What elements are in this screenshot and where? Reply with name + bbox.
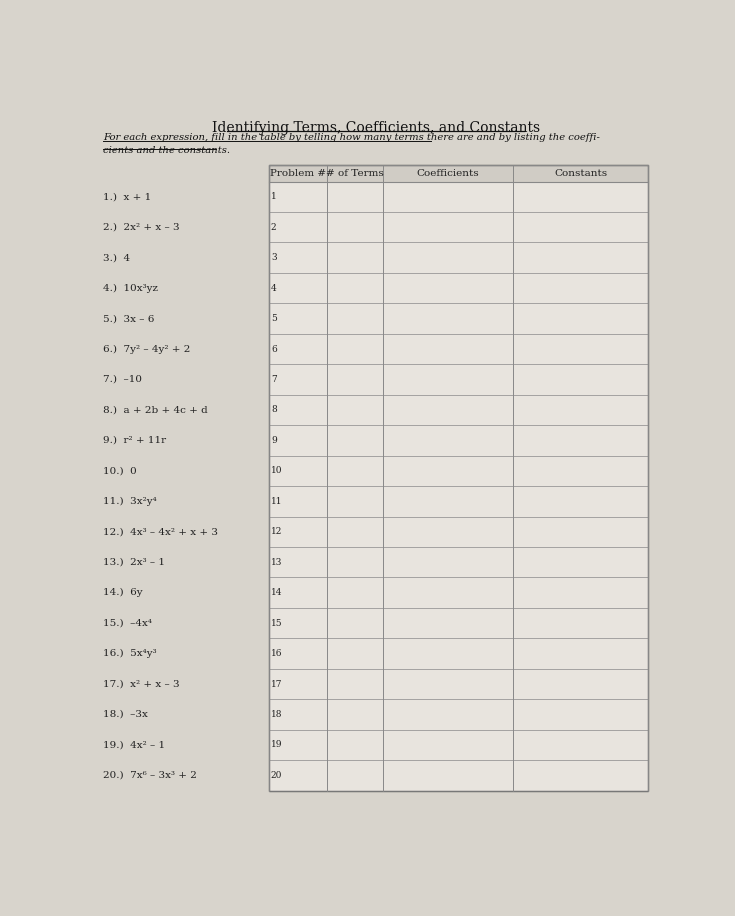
Text: 20: 20 bbox=[271, 771, 282, 780]
Text: 18.)  –3x: 18.) –3x bbox=[103, 710, 148, 719]
Text: 10.)  0: 10.) 0 bbox=[103, 466, 137, 475]
Text: 1: 1 bbox=[271, 192, 276, 202]
Text: 2: 2 bbox=[271, 223, 276, 232]
Text: Coefficients: Coefficients bbox=[417, 169, 479, 178]
Text: 13: 13 bbox=[271, 558, 282, 567]
Text: 12.)  4x³ – 4x² + x + 3: 12.) 4x³ – 4x² + x + 3 bbox=[103, 528, 218, 536]
Text: 16.)  5x⁴y³: 16.) 5x⁴y³ bbox=[103, 649, 157, 658]
Text: 18: 18 bbox=[271, 710, 282, 719]
Bar bbox=[268, 165, 648, 181]
Text: 4.)  10x³yz: 4.) 10x³yz bbox=[103, 284, 158, 293]
Text: 7: 7 bbox=[271, 375, 276, 384]
Text: 14.)  6y: 14.) 6y bbox=[103, 588, 143, 597]
Text: 8: 8 bbox=[271, 406, 276, 414]
Text: Constants: Constants bbox=[554, 169, 607, 178]
Text: 14: 14 bbox=[271, 588, 282, 597]
Text: 5.)  3x – 6: 5.) 3x – 6 bbox=[103, 314, 154, 323]
Text: 9: 9 bbox=[271, 436, 276, 445]
Text: 17.)  x² + x – 3: 17.) x² + x – 3 bbox=[103, 680, 179, 689]
Text: 8.)  a + 2b + 4c + d: 8.) a + 2b + 4c + d bbox=[103, 406, 207, 414]
Text: 4: 4 bbox=[271, 284, 276, 292]
Text: 6.)  7y² – 4y² + 2: 6.) 7y² – 4y² + 2 bbox=[103, 344, 190, 354]
Text: Problem #: Problem # bbox=[270, 169, 326, 178]
Bar bbox=[268, 165, 648, 791]
Text: 12: 12 bbox=[271, 528, 282, 536]
Text: # of Terms: # of Terms bbox=[326, 169, 384, 178]
Text: 19.)  4x² – 1: 19.) 4x² – 1 bbox=[103, 740, 165, 749]
Text: 1.)  x + 1: 1.) x + 1 bbox=[103, 192, 151, 202]
Text: 19: 19 bbox=[271, 740, 282, 749]
Text: 3: 3 bbox=[271, 253, 276, 262]
Text: 5: 5 bbox=[271, 314, 277, 323]
Text: 6: 6 bbox=[271, 344, 276, 354]
Text: 20.)  7x⁶ – 3x³ + 2: 20.) 7x⁶ – 3x³ + 2 bbox=[103, 771, 196, 780]
Text: 10: 10 bbox=[271, 466, 282, 475]
Text: Identifying Terms, Coefficients, and Constants: Identifying Terms, Coefficients, and Con… bbox=[212, 121, 540, 135]
Text: 11: 11 bbox=[271, 496, 282, 506]
Text: 2.)  2x² + x – 3: 2.) 2x² + x – 3 bbox=[103, 223, 179, 232]
Text: 3.)  4: 3.) 4 bbox=[103, 253, 130, 262]
Bar bbox=[268, 165, 648, 791]
Text: 17: 17 bbox=[271, 680, 282, 689]
Text: 11.)  3x²y⁴: 11.) 3x²y⁴ bbox=[103, 496, 157, 506]
Text: 15: 15 bbox=[271, 618, 282, 627]
Text: 9.)  r² + 11r: 9.) r² + 11r bbox=[103, 436, 166, 445]
Text: For each expression, fill in the table by telling how many terms there are and b: For each expression, fill in the table b… bbox=[103, 133, 600, 155]
Text: 13.)  2x³ – 1: 13.) 2x³ – 1 bbox=[103, 558, 165, 567]
Text: 7.)  –10: 7.) –10 bbox=[103, 375, 142, 384]
Text: 16: 16 bbox=[271, 649, 282, 658]
Text: 15.)  –4x⁴: 15.) –4x⁴ bbox=[103, 618, 151, 627]
